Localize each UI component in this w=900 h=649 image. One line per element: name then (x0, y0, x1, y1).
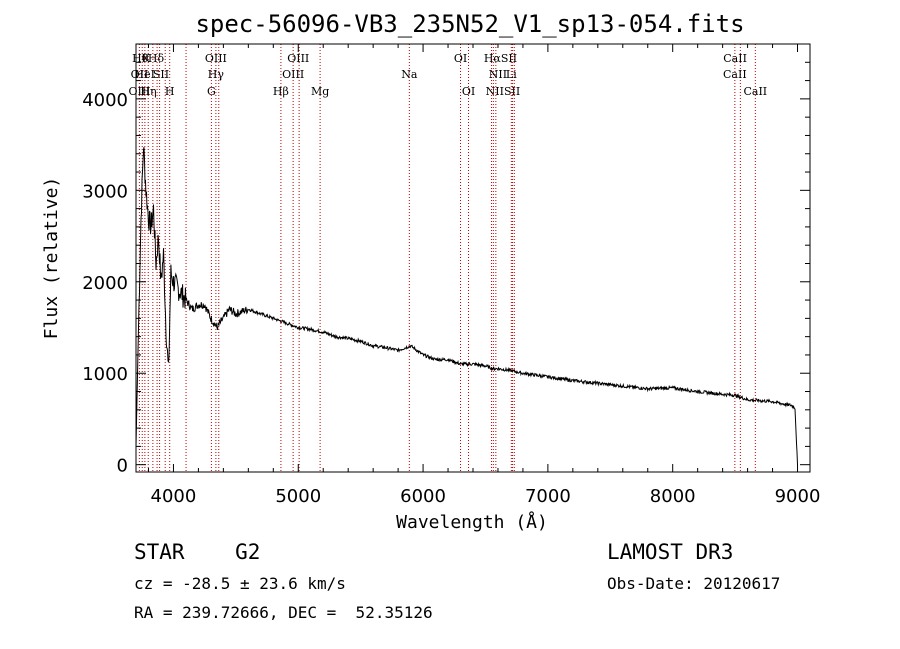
line-label: Li (506, 68, 517, 81)
observation-date: Obs-Date: 20120617 (607, 574, 781, 593)
x-axis-label: Wavelength (Å) (396, 511, 548, 533)
line-label: CaII (723, 52, 747, 65)
y-tick-label: 3000 (82, 181, 128, 202)
line-label: CaII (743, 85, 767, 98)
coordinates: RA = 239.72666, DEC = 52.35126 (134, 603, 433, 622)
y-tick-label: 2000 (82, 273, 128, 294)
x-tick-label: 8000 (650, 486, 696, 507)
line-label: G (207, 85, 216, 98)
chart-title: spec-56096-VB3_235N52_V1_sp13-054.fits (195, 10, 744, 38)
line-label: Hη (140, 85, 156, 98)
x-tick-label: 7000 (525, 486, 571, 507)
line-label: NIISII (486, 85, 521, 98)
line-label: Hδ (148, 52, 165, 65)
y-axis-ticks: 0 1000 2000 3000 4000 (82, 61, 810, 477)
line-label: Mg (311, 85, 329, 98)
line-label: Na (401, 68, 418, 81)
redshift-value: cz = -28.5 ± 23.6 km/s (134, 574, 346, 593)
x-tick-label: 4000 (151, 486, 197, 507)
x-axis-ticks: 4000 5000 6000 7000 8000 9000 (147, 44, 821, 507)
object-type: STAR G2 (134, 540, 261, 564)
line-label: K (142, 52, 151, 65)
plot-frame (135, 43, 811, 473)
x-tick-label: 5000 (275, 486, 321, 507)
y-tick-label: 4000 (82, 90, 128, 111)
line-label: NII (489, 68, 507, 81)
y-tick-label: 0 (117, 456, 128, 477)
line-label: OII (131, 68, 149, 81)
line-label: Hβ (273, 85, 289, 98)
spectrum-line (135, 147, 798, 465)
line-label: OIII (205, 52, 227, 65)
line-label: HαSII (484, 52, 517, 65)
line-label: Hγ (208, 68, 225, 81)
line-label: OIII (128, 85, 150, 98)
line-label: SII (153, 68, 169, 81)
survey-name: LAMOST DR3 (607, 540, 734, 564)
line-label: H (165, 85, 175, 98)
emission-line-markers (138, 44, 756, 472)
line-label: OI (462, 85, 475, 98)
y-tick-label: 1000 (82, 364, 128, 385)
line-label: OI (454, 52, 467, 65)
x-tick-label: 6000 (400, 486, 446, 507)
line-label: HeI (135, 68, 155, 81)
x-tick-label: 9000 (775, 486, 821, 507)
line-label: OIII (287, 52, 309, 65)
line-label: CaII (723, 68, 747, 81)
y-axis-label: Flux (relative) (41, 177, 62, 340)
line-label: OIII (282, 68, 304, 81)
